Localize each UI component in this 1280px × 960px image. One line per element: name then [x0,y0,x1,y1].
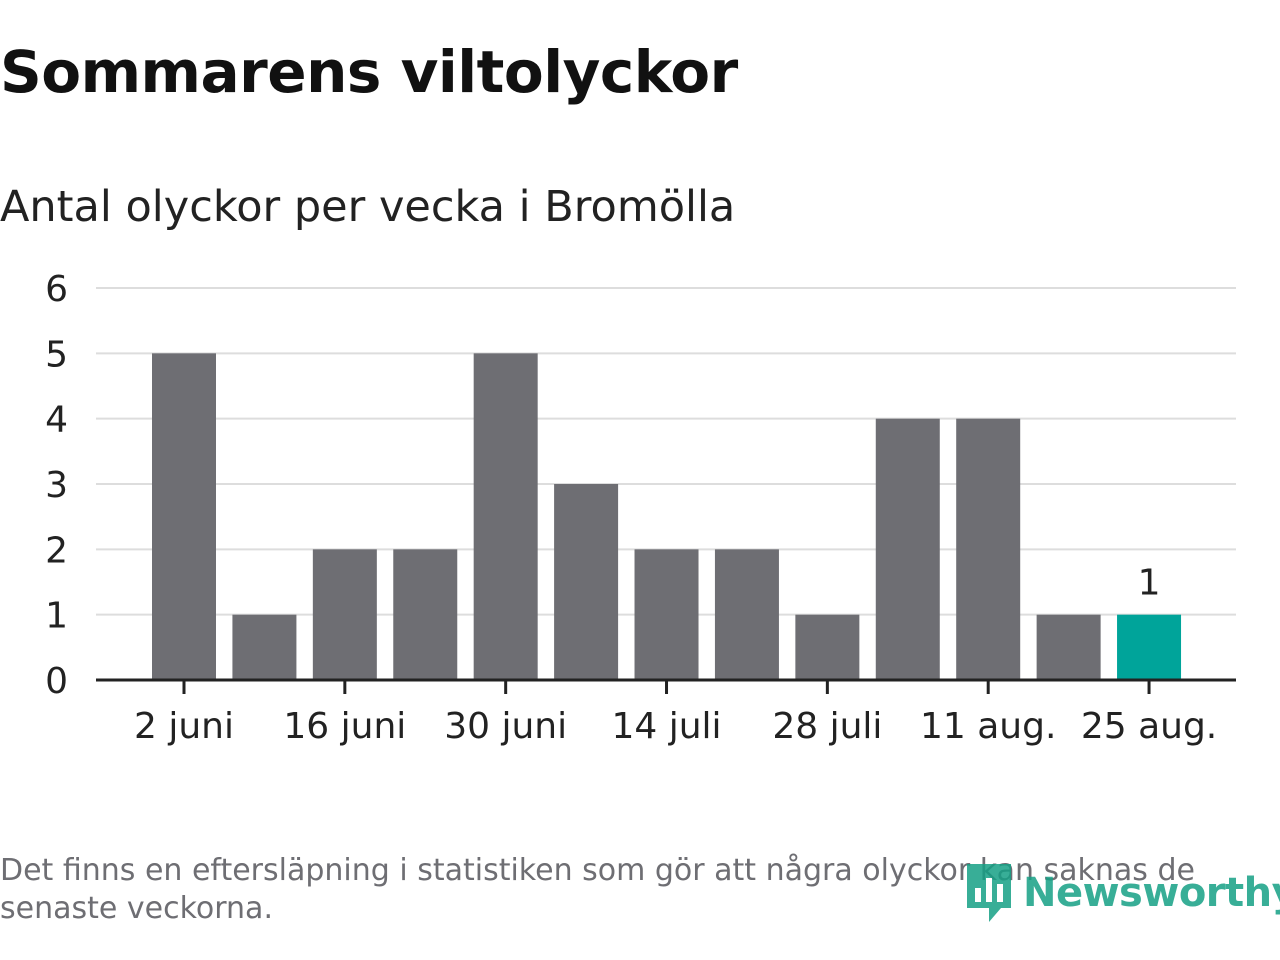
bar-chart: 0 1 2 3 4 5 6 2 juni 16 juni 30 juni 14 juli 28 jul… [45,269,1236,747]
data-label: 1 [1138,563,1161,604]
bar [875,418,940,680]
bar [795,614,860,680]
bar [714,549,779,680]
x-tick-label: 30 juni [444,706,567,747]
bar [1117,614,1182,680]
bar [152,353,216,680]
chart-title: Sommarens viltolyckor [0,38,738,106]
bar [473,353,538,680]
bar [393,549,458,680]
newsworthy-logo: Newsworthy [963,862,1280,924]
chart-subtitle: Antal olyckor per vecka i Bromölla [0,182,736,232]
bar [232,614,297,680]
x-tick-label: 2 juni [134,706,234,747]
x-tick-label: 16 juni [283,706,406,747]
newsworthy-logo-icon [967,864,1011,922]
bar [1036,614,1101,680]
y-tick-label: 0 [45,661,68,702]
y-tick-label: 4 [45,400,68,441]
x-tick-label: 14 juli [611,706,721,747]
bar [634,549,699,680]
bar [956,418,1021,680]
x-tick-label: 11 aug. [920,706,1056,747]
y-tick-label: 5 [45,334,68,375]
x-tick-label: 25 aug. [1081,706,1217,747]
y-tick-label: 6 [45,269,68,310]
bar [554,484,619,680]
bar [312,549,377,680]
x-tick-label: 28 juli [772,706,882,747]
y-tick-label: 1 [45,596,68,637]
logo-text: Newsworthy [1023,870,1280,916]
y-tick-label: 3 [45,465,68,506]
y-tick-label: 2 [45,530,68,571]
